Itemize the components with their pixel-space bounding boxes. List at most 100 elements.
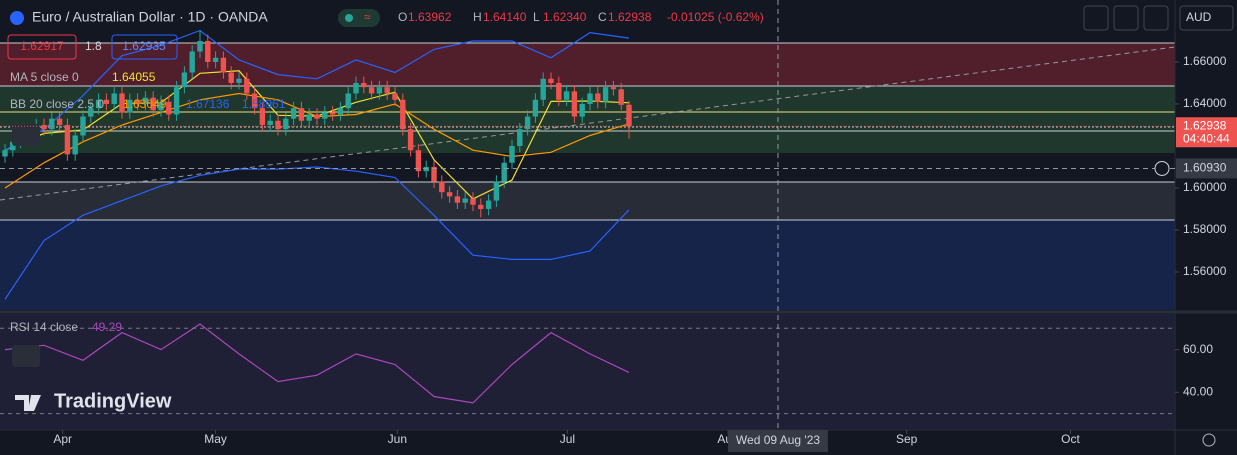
candle-body [205,40,211,62]
candle-body [470,198,476,205]
candle-body [64,124,71,155]
candle-body [10,141,16,151]
candle-body [517,129,523,146]
candle-body [212,57,219,62]
candle-body [548,78,554,83]
ohlc-key: O [398,10,407,24]
currency[interactable]: AUD [1186,10,1212,24]
ohlc-legend: O 1.63962 H 1.64140 L 1.62340 C 1.62938 [398,10,652,24]
candle-body [532,99,539,117]
candle-body [571,91,578,117]
candle-body [524,116,531,130]
crosshair-y-label: 1.60930 [1183,161,1227,175]
candle-body [2,150,8,157]
candle-body [127,99,133,113]
ohlc-key: L [533,10,540,24]
candle-body [72,135,78,155]
candle-body [602,87,609,102]
candle-body [337,108,344,115]
indicator-label: BB 20 close 2.5 0 [10,97,104,111]
ohlc-key: H [473,10,482,24]
candle-body [244,78,250,94]
rsi-value: 49.29 [92,320,122,334]
crosshair-y-box [1176,158,1237,179]
brand: TradingView [54,390,172,412]
candle-body [134,99,141,104]
candle-body [80,116,86,136]
candle-body [329,112,336,115]
ohlc-value: 1.62340 [543,10,587,24]
candle-body [493,181,500,201]
indicator-label: MA 5 close 0 [10,70,79,84]
ohlc-value: 1.64140 [483,10,527,24]
candle-body [41,124,47,130]
indicator-value: 1.64055 [112,70,156,84]
sell-price[interactable]: 1.62917 [20,39,64,53]
button[interactable] [1113,5,1139,31]
collapse-button[interactable] [12,124,40,146]
candle-body [345,93,351,109]
button[interactable] [1143,5,1169,31]
candle-body [400,99,406,130]
candle-body [478,204,484,209]
candle-body [509,145,515,163]
rsi-line [4,323,630,404]
candle-body [595,93,601,102]
candle-body [259,108,266,125]
candle-body [56,118,63,125]
candle-body [166,101,172,115]
crosshair-x-box [727,430,828,452]
candle-body [610,87,617,90]
candle-body [618,89,624,105]
settings[interactable] [1202,433,1216,447]
sell-button[interactable] [7,34,77,60]
indicator-line [4,29,630,151]
add-alert [1154,160,1170,176]
candle-body [142,97,149,104]
candle-body [454,196,461,203]
toolbar [1083,5,1234,31]
status-dot [345,14,353,22]
indicator-line [4,166,630,300]
candle-body [306,114,312,121]
currency-button[interactable] [1179,5,1234,31]
candle-body [220,57,227,73]
countdown: 04:40:44 [1183,131,1230,145]
candle-body [290,108,297,119]
status-icon: ≈ [364,10,371,24]
candle-body [197,40,203,52]
candle-body [283,118,289,130]
candle-body [446,192,453,197]
candle-body [181,72,188,88]
crosshair-x-label: Wed 09 Aug '23 [736,433,820,447]
candle-body [423,166,429,172]
y-tick-label: 1.66000 [1183,54,1227,68]
x-tick-label: Apr [53,432,72,446]
candle-body [267,120,273,125]
candle-body [376,87,383,94]
market-status[interactable] [338,9,380,27]
candle-body [626,104,632,127]
candle-body [415,150,422,172]
zone-grey [0,182,1175,220]
y-tick-label: 1.60000 [1183,180,1227,194]
candle-body [485,200,492,209]
y-tick-label: 1.58000 [1183,222,1227,236]
candle-body [88,108,94,117]
candle-body [361,82,367,88]
ohlc-value: 1.62938 [608,10,652,24]
brand-logo [15,395,41,411]
x-tick-label: Jun [388,432,407,446]
button[interactable] [1083,5,1109,31]
zone-red [0,43,1175,86]
candle-body [392,93,398,100]
buy-price[interactable]: 1.62935 [122,39,166,53]
candle-body [368,87,375,94]
candle-body [322,112,328,119]
last-price-box [1176,117,1237,148]
candle-body [298,108,305,121]
candle-body [540,78,546,100]
collapse-button[interactable] [12,345,40,367]
buy-button[interactable] [111,34,178,60]
